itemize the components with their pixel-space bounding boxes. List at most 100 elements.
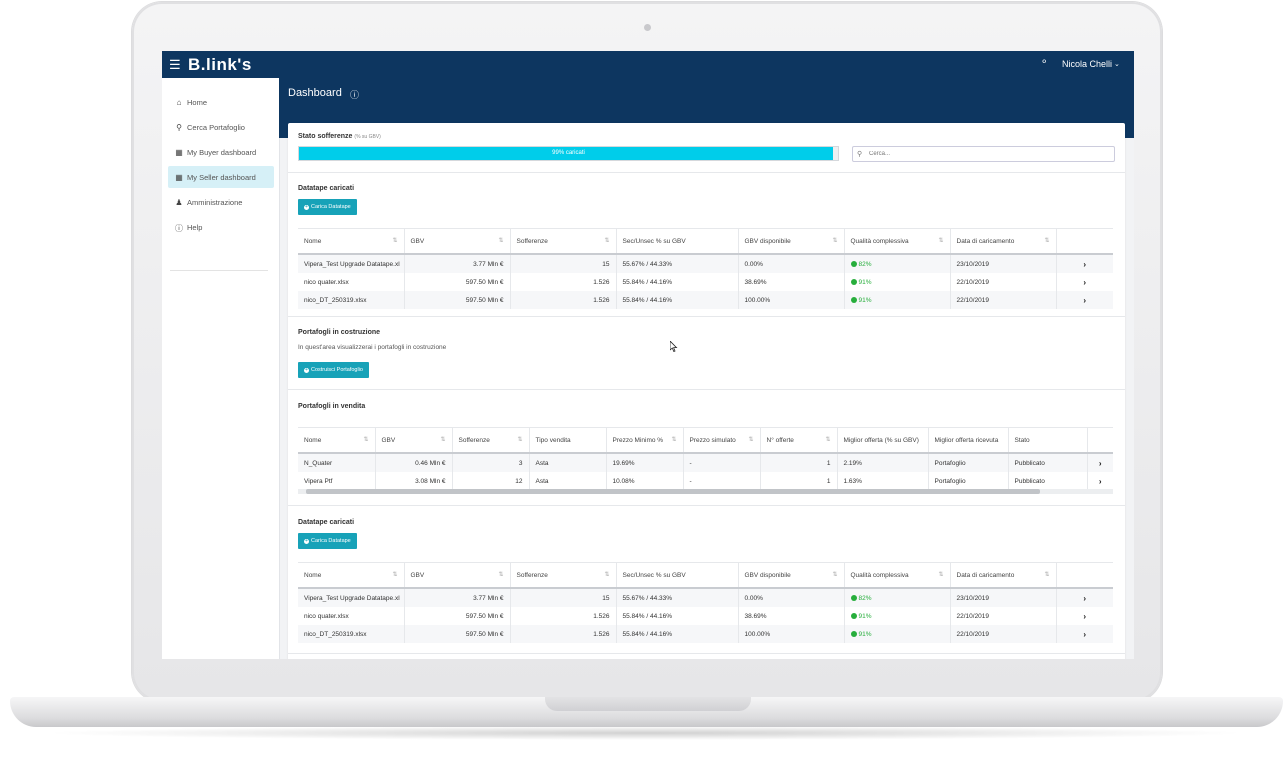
cell-gbv: 0.46 Mln € [375,453,453,472]
cell-sec-unsec: 55.67% / 44.33% [616,588,739,607]
column-header[interactable]: Qualità complessiva ⇅ [844,228,951,255]
costruisci-portafoglio-button[interactable]: + Costruisci Portafoglio [298,362,369,378]
sidebar-item-help[interactable]: ⓘ Help [168,216,274,238]
carica-datatape-button[interactable]: + Carica Datatape [298,199,357,215]
app-logo[interactable]: B.link's [188,55,252,74]
user-menu[interactable]: Nicola Chelli [1062,59,1113,69]
column-header[interactable]: GBV disponibile ⇅ [738,228,845,255]
table-row[interactable]: Vipera Ptf 3.08 Mln € 12 Asta 10.08% - 1… [298,472,1113,490]
sidebar-item-home[interactable]: ⌂ Home [168,91,274,113]
scrollbar-thumb[interactable] [306,489,1040,494]
chevron-right-icon[interactable]: › [1056,625,1113,643]
cell-gbv-disponibile: 100.00% [738,625,845,643]
chevron-right-icon[interactable]: › [1087,453,1113,472]
search-input[interactable] [869,148,1099,159]
column-header[interactable]: Sec/Unsec % su GBV [616,562,739,589]
cell-data: 22/10/2019 [950,607,1057,625]
laptop-camera [644,24,651,31]
column-header[interactable]: Miglior offerta ricevuta [928,427,1009,454]
cell-qualita: 91% [844,291,951,309]
table-row[interactable]: nico quater.xlsx 597.50 Mln € 1.526 55.8… [298,607,1113,625]
chevron-right-icon[interactable]: › [1056,588,1113,607]
column-header[interactable]: Nome ⇅ [298,562,405,589]
sidebar-item-cerca-portafoglio[interactable]: ⚲ Cerca Portafoglio [168,116,274,138]
sort-icon: ⇅ [938,238,944,244]
chevron-right-icon[interactable]: › [1056,254,1113,273]
grid-icon: ▦ [175,148,183,157]
chevron-right-icon[interactable]: › [1056,291,1113,309]
sort-icon: ⇅ [1044,572,1050,578]
cell-gbv: 597.50 Mln € [404,291,511,309]
column-header[interactable]: Sofferenze ⇅ [510,562,617,589]
table-row[interactable]: nico_DT_250319.xlsx 597.50 Mln € 1.526 5… [298,625,1113,643]
sidebar-item-label: Help [187,223,203,232]
cell-qualita: 82% [844,588,951,607]
horizontal-scrollbar[interactable] [298,489,1113,494]
column-header[interactable]: Sofferenze ⇅ [510,228,617,255]
cell-sec-unsec: 55.84% / 44.16% [616,607,739,625]
sidebar: ⌂ Home ⚲ Cerca Portafoglio ▦ My Buyer da… [162,78,280,659]
column-header[interactable]: Stato [1008,427,1088,454]
dashboard-card: Stato sofferenze (% su GBV) 99% caricati… [288,123,1125,659]
table-row[interactable]: Vipera_Test Upgrade Datatape.xl 3.77 Mln… [298,588,1113,607]
column-header[interactable]: Tipo vendita [529,427,607,454]
chevron-down-icon[interactable]: ⌄ [1114,61,1120,68]
search-box[interactable]: ⚲ [852,146,1115,162]
sort-icon: ⇅ [392,572,398,578]
cell-gbv: 597.50 Mln € [404,273,511,291]
column-header[interactable]: Data di caricamento ⇅ [950,562,1057,589]
bell-icon[interactable]: ⚬ [1040,57,1049,68]
chevron-right-icon[interactable]: › [1083,611,1087,621]
cell-data: 23/10/2019 [950,254,1057,273]
sort-icon: ⇅ [363,437,369,443]
cell-gbv-disponibile: 0.00% [738,254,845,273]
cell-sofferenze: 1.526 [510,291,617,309]
cell-prezzo-simulato: - [683,453,761,472]
plus-icon: + [304,367,309,373]
column-header[interactable]: Nome ⇅ [298,427,376,454]
cell-gbv-disponibile: 0.00% [738,588,845,607]
cell-data: 22/10/2019 [950,291,1057,309]
stato-sofferenze-title: Stato sofferenze (% su GBV) [298,133,381,140]
column-header[interactable]: GBV ⇅ [404,562,511,589]
top-navbar: ☰ B.link's ⚬ Nicola Chelli ⌄ [162,51,1134,78]
cell-qualita: 91% [844,625,951,643]
divider [288,505,1125,506]
datatape-table: Nome ⇅ GBV ⇅ Sofferenze ⇅ Sec/Unsec % su GB… [298,228,1113,309]
column-header[interactable]: Qualità complessiva ⇅ [844,562,951,589]
sort-icon: ⇅ [671,437,677,443]
column-header[interactable]: GBV disponibile ⇅ [738,562,845,589]
sidebar-item-buyer-dashboard[interactable]: ▦ My Buyer dashboard [168,141,274,163]
cell-gbv: 3.77 Mln € [404,254,511,273]
column-header[interactable]: Sec/Unsec % su GBV [616,228,739,255]
cell-nome: Vipera Ptf [298,472,376,490]
column-header[interactable]: Nome ⇅ [298,228,405,255]
cell-prezzo-simulato: - [683,472,761,490]
chevron-right-icon[interactable]: › [1083,277,1087,287]
column-header[interactable]: GBV ⇅ [404,228,511,255]
cell-sofferenze: 15 [510,254,617,273]
sort-icon: ⇅ [498,238,504,244]
column-header[interactable]: Sofferenze ⇅ [452,427,530,454]
sidebar-item-amministrazione[interactable]: ♟ Amministrazione [168,191,274,213]
table-row[interactable]: Vipera_Test Upgrade Datatape.xl 3.77 Mln… [298,254,1113,273]
cell-tipo-vendita: Asta [529,453,607,472]
cell-sec-unsec: 55.67% / 44.33% [616,254,739,273]
cell-n-offerte: 1 [760,472,838,490]
column-header[interactable]: Data di caricamento ⇅ [950,228,1057,255]
chevron-right-icon[interactable]: › [1098,476,1102,486]
column-header[interactable]: N° offerte ⇅ [760,427,838,454]
table-row[interactable]: N_Quater 0.46 Mln € 3 Asta 19.69% - 1 2.… [298,453,1113,472]
column-header[interactable]: Miglior offerta (% su GBV) [837,427,929,454]
divider [288,316,1125,317]
column-header[interactable]: GBV ⇅ [375,427,453,454]
column-header[interactable]: Prezzo Minimo % ⇅ [606,427,684,454]
carica-datatape-button[interactable]: + Carica Datatape [298,533,357,549]
table-row[interactable]: nico quater.xlsx 597.50 Mln € 1.526 55.8… [298,273,1113,291]
sidebar-item-seller-dashboard[interactable]: ▦ My Seller dashboard [168,166,274,188]
cell-stato: Pubblicato [1008,453,1088,472]
table-row[interactable]: nico_DT_250319.xlsx 597.50 Mln € 1.526 5… [298,291,1113,309]
help-icon[interactable]: ⓘ [350,90,360,100]
column-header[interactable]: Prezzo simulato ⇅ [683,427,761,454]
hamburger-icon[interactable]: ☰ [169,57,181,72]
